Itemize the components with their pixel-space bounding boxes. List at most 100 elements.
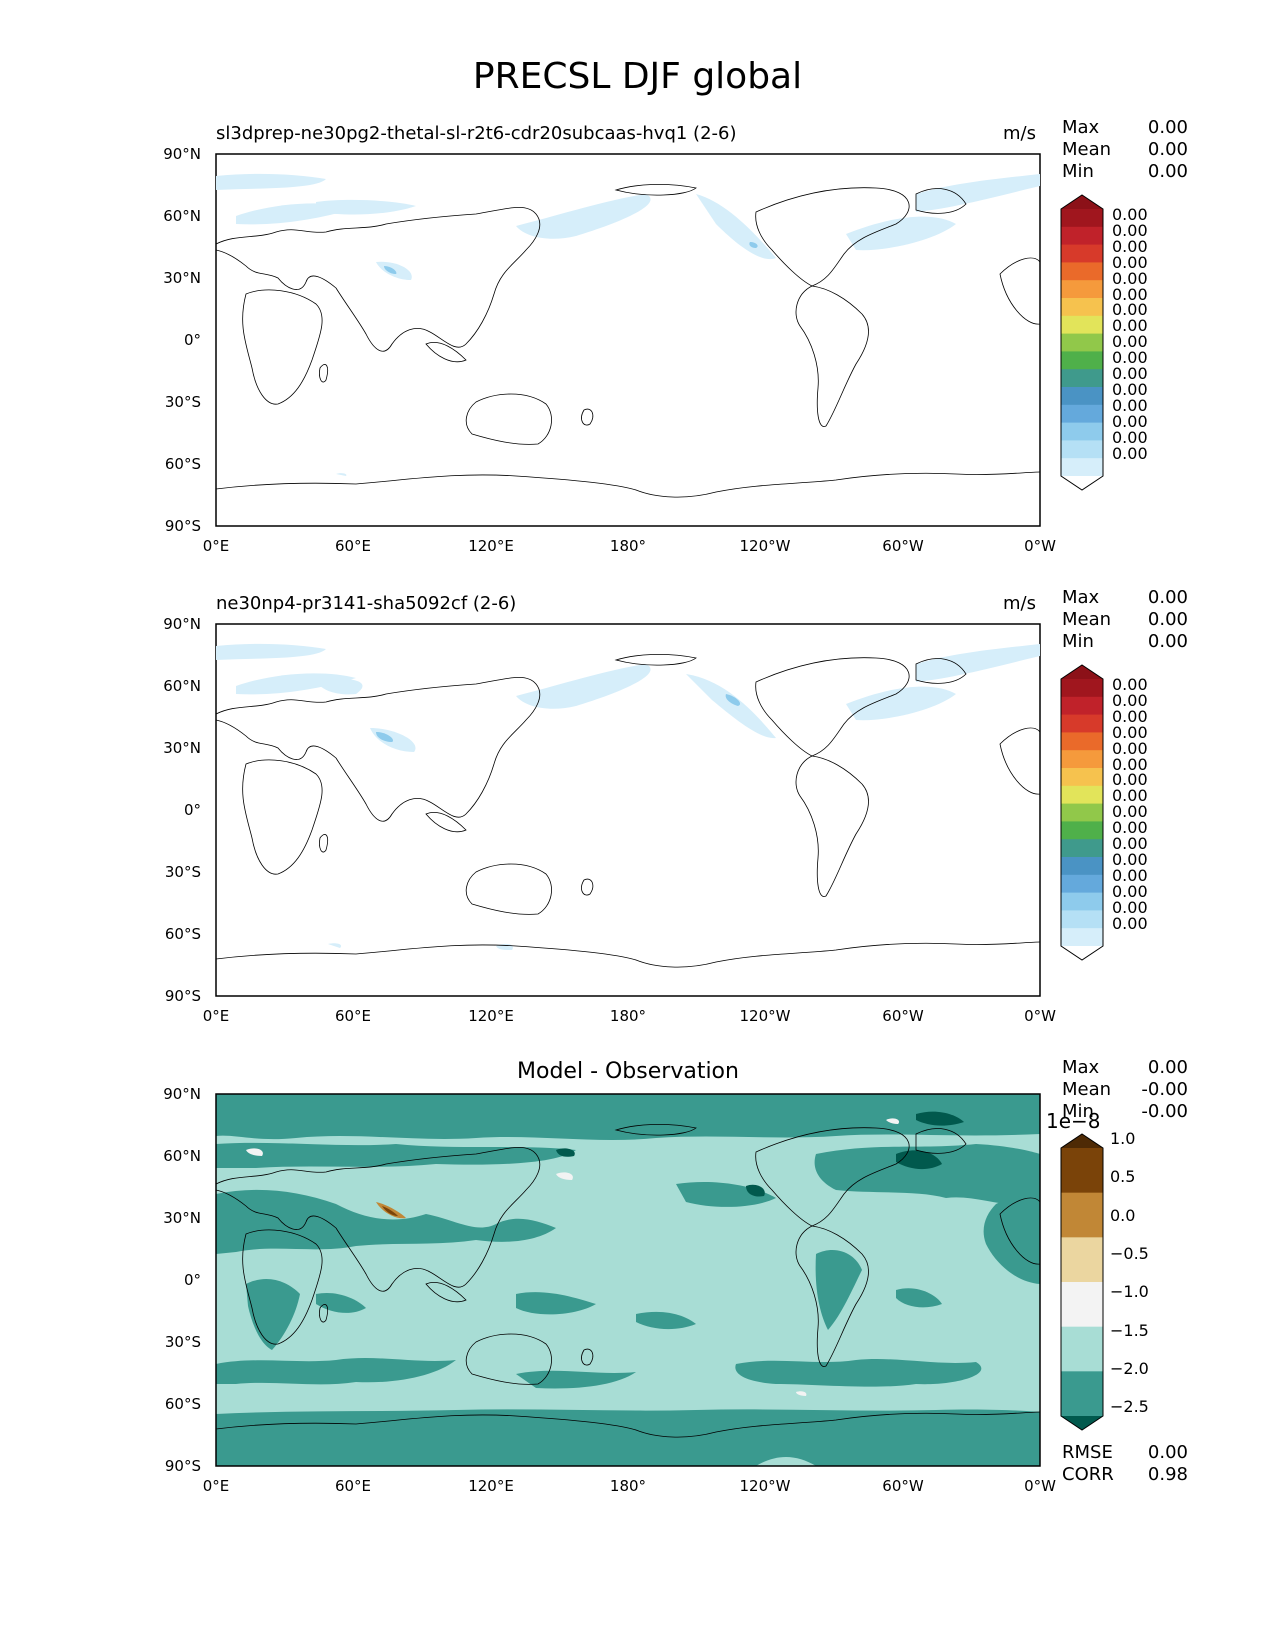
colorbar-swatch: [1061, 803, 1103, 822]
precip-field-dark: [376, 694, 741, 742]
colorbar-extend-min: [1061, 946, 1103, 960]
stat-label-min: Min: [1062, 631, 1094, 652]
x-tick: 0°E: [202, 1477, 230, 1495]
panel-title: Model - Observation: [517, 1059, 739, 1084]
colorbar-extend-min: [1061, 476, 1103, 490]
colorbar-swatch: [1061, 821, 1103, 840]
y-tick: 60°N: [163, 207, 201, 225]
precip-field-dark: [384, 242, 758, 274]
colorbar-tick-label: 0.00: [1112, 834, 1148, 853]
diff-field-light: [246, 1118, 900, 1396]
colorbar-swatch: [1061, 422, 1103, 441]
colorbar-tick-label: 0.00: [1112, 379, 1148, 399]
colorbar-swatch: [1061, 910, 1103, 929]
colorbar-outline: [1060, 194, 1104, 491]
colorbar-tick-label: 0.5: [1110, 1167, 1136, 1187]
stat-label-max: Max: [1062, 1057, 1100, 1078]
x-tick: 120°E: [468, 537, 514, 555]
x-tick: 60°E: [334, 1007, 372, 1025]
colorbar-swatch: [1061, 1326, 1103, 1372]
y-tick: 60°S: [164, 455, 201, 473]
colorbar-tick-label: 0.00: [1112, 316, 1148, 336]
x-tick: 120°E: [468, 1477, 514, 1495]
colorbar-swatch: [1061, 874, 1103, 894]
colorbar-swatch: [1061, 1282, 1103, 1328]
panel-title: sl3dprep-ne30pg2-thetal-sl-r2t6-cdr20sub…: [216, 123, 737, 144]
colorbar-swatch: [1061, 714, 1103, 733]
colorbar-tick-label: −2.5: [1110, 1397, 1149, 1417]
units-label: m/s: [1003, 123, 1036, 144]
stat-value-max: 0.00: [1147, 117, 1188, 138]
colorbar-tick-label: 0.00: [1112, 332, 1148, 352]
colorbar-tick-label: 0.00: [1112, 865, 1148, 885]
colorbar-tick-label: 0.00: [1112, 849, 1148, 869]
x-tick: 60°E: [334, 1477, 372, 1495]
y-tick: 30°N: [163, 1209, 201, 1227]
y-tick: 90°S: [164, 1457, 201, 1475]
colorbar-swatch: [1061, 458, 1103, 477]
colorbar-tick-label: 0.00: [1112, 690, 1148, 710]
x-tick: 60°W: [882, 537, 924, 555]
y-tick: 90°S: [164, 987, 201, 1005]
colorbar-tick-label: 0.00: [1112, 802, 1148, 822]
coastlines: [215, 183, 1041, 498]
colorbar-tick-label: 0.00: [1112, 897, 1148, 917]
colorbar-swatch: [1061, 696, 1103, 716]
colorbar-tick-label: −0.5: [1110, 1243, 1149, 1263]
colorbar-swatch: [1061, 1192, 1103, 1238]
y-tick: 0°: [183, 801, 201, 819]
stat-label-max: Max: [1062, 117, 1100, 138]
y-tick: 60°N: [163, 1147, 201, 1165]
y-tick: 90°N: [163, 1085, 201, 1103]
x-tick: 120°W: [739, 1007, 791, 1025]
map-frame: [215, 1093, 1041, 1467]
y-tick: 30°S: [164, 1333, 201, 1351]
colorbar-swatch: [1061, 732, 1103, 751]
x-tick: 120°W: [739, 1477, 791, 1495]
y-tick: 30°S: [164, 393, 201, 411]
coastlines: [215, 1123, 1041, 1438]
colorbar-swatch: [1061, 1148, 1103, 1194]
colorbar-tick-label: 0.00: [1112, 411, 1148, 431]
colorbar-tick-label: 0.00: [1112, 738, 1148, 758]
colorbar-tick-label: 0.00: [1112, 364, 1148, 383]
units-label: m/s: [1003, 593, 1036, 614]
colorbar-tick-label: 0.00: [1112, 205, 1148, 224]
colorbar-swatch: [1061, 351, 1103, 370]
x-tick: 0°W: [1024, 1007, 1056, 1025]
colorbar-swatch: [1061, 226, 1103, 246]
colorbar-swatch: [1061, 280, 1103, 299]
colorbar-tick-label: 0.00: [1112, 913, 1148, 933]
panel-title: ne30np4-pr3141-sha5092cf (2-6): [216, 593, 517, 614]
colorbar-tick-label: 0.00: [1112, 236, 1148, 256]
y-tick: 0°: [183, 1271, 201, 1289]
colorbar-tick-label: 0.00: [1112, 427, 1148, 447]
colorbar-tick-label: 0.00: [1112, 754, 1148, 774]
colorbar-swatch: [1061, 333, 1103, 352]
colorbar-swatch: [1061, 387, 1103, 406]
diff-field-dark: [556, 1111, 964, 1197]
colorbar-extend-max: [1061, 1134, 1103, 1148]
colorbar-swatch: [1061, 298, 1103, 317]
colorbar-extend-max: [1061, 665, 1103, 679]
colorbar-swatch: [1061, 404, 1103, 424]
x-tick: 120°E: [468, 1007, 514, 1025]
colorbar-swatch: [1061, 928, 1103, 947]
x-tick: 180°: [609, 1007, 647, 1025]
colorbar-tick-label: 0.00: [1112, 268, 1148, 288]
x-tick: 180°: [609, 537, 647, 555]
y-tick: 90°N: [163, 615, 201, 633]
figure-title: PRECSL DJF global: [472, 56, 803, 97]
colorbar: [1060, 194, 1104, 491]
colorbar-tick-label: −1.5: [1110, 1320, 1149, 1340]
coastlines: [215, 653, 1041, 968]
x-tick: 0°E: [202, 537, 230, 555]
stat-value-min: -0.00: [1141, 1101, 1188, 1122]
colorbar-swatch: [1061, 857, 1103, 876]
y-tick: 0°: [183, 331, 201, 349]
colorbar-tick-label: 0.00: [1112, 443, 1148, 463]
colorbar-swatch: [1061, 244, 1103, 263]
map-plot: [215, 623, 1041, 997]
colorbar-tick-label: 0.00: [1112, 395, 1148, 415]
colorbar: [1060, 664, 1104, 961]
